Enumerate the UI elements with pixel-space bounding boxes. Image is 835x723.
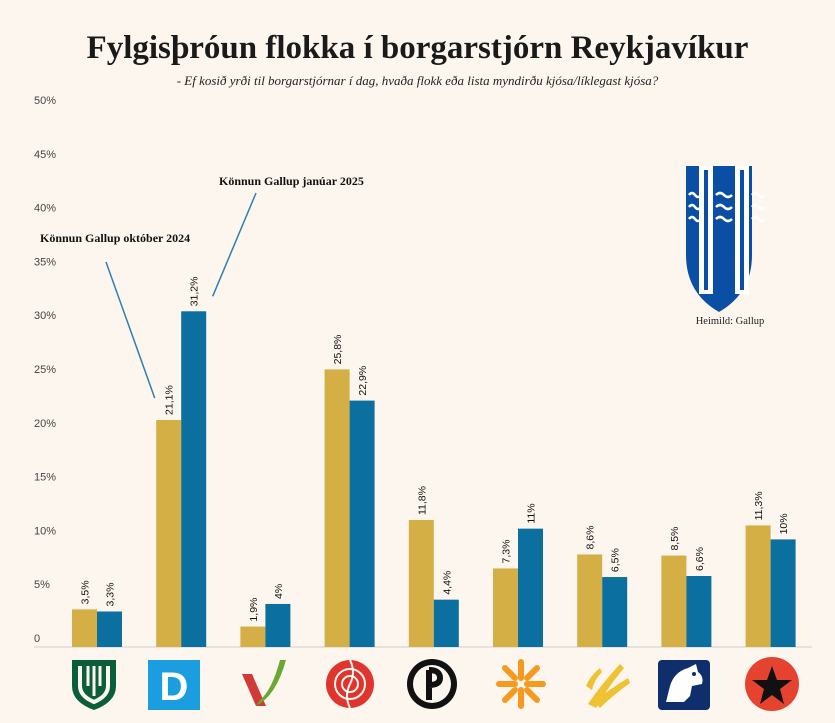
flokkur-folksins-logo [586, 664, 630, 708]
bar-value-label: 11,8% [416, 486, 428, 515]
bar-value-label: 31,2% [189, 277, 201, 307]
party-logos-row: D [0, 650, 835, 718]
chart-subtitle: - Ef kosið yrði til borgarstjórnar í dag… [176, 73, 659, 88]
y-tick-label: 10% [34, 525, 56, 537]
bar-value-label: 3,5% [80, 580, 92, 604]
bar-jan-2025 [349, 400, 375, 647]
bar-okt-2024 [493, 568, 518, 647]
y-tick-label: 5% [34, 579, 50, 591]
bar-value-label: 4% [273, 584, 285, 599]
samfylking-logo [326, 659, 374, 709]
bar-value-label: 25,8% [332, 335, 344, 365]
annotation-leader-line [212, 192, 257, 297]
bar-jan-2025 [97, 611, 122, 647]
bar-jan-2025 [518, 528, 543, 647]
source-note: Heimild: Gallup [695, 316, 765, 327]
bar-jan-2025 [181, 311, 207, 647]
bar-jan-2025 [265, 603, 291, 647]
bar-value-label: 22,9% [357, 366, 369, 396]
bar-okt-2024 [324, 369, 350, 647]
bar-value-label: 3,3% [105, 583, 117, 607]
bar-chart: 0 5% 10% 15% 20% 25% 30% 35% 40% 45% 50% 3,5% 21,1%… [34, 95, 812, 648]
bar-okt-2024 [408, 520, 434, 647]
piratar-logo [407, 659, 457, 709]
bar-value-label: 11,3% [753, 491, 765, 520]
bar-okt-2024 [577, 554, 603, 647]
bar-okt-2024 [745, 525, 771, 647]
vinstri-graen-logo [242, 660, 286, 706]
bar-value-label: 1,9% [248, 598, 260, 622]
bar-okt-2024 [240, 626, 266, 647]
bar-value-label: 21,1% [164, 385, 176, 415]
annotations: Könnun Gallup október 2024 Könnun Gallup … [40, 174, 364, 399]
reykjavik-coat-of-arms-icon [686, 166, 765, 312]
y-tick-label: 0 [34, 633, 40, 645]
y-tick-label: 40% [34, 203, 56, 215]
y-axis: 0 5% 10% 15% 20% 25% 30% 35% 40% 45% 50% [34, 95, 56, 645]
bar-value-label: 6,5% [610, 548, 622, 572]
y-tick-label: 25% [34, 364, 56, 376]
bar-jan-2025 [686, 575, 712, 647]
chart-title: Fylgisþróun flokka í borgarstjórn Reykja… [86, 30, 749, 66]
bar-value-label: 8,6% [585, 526, 597, 550]
annotation-leader-line [105, 261, 156, 399]
annotation-jan-2025: Könnun Gallup janúar 2025 [219, 174, 364, 188]
bar-jan-2025 [433, 599, 459, 647]
sosialistaflokkur-logo [745, 657, 799, 711]
framsokn-logo [72, 660, 116, 710]
bar-value-label: 4,4% [441, 571, 453, 595]
sjalfstaedisflokkur-letter: D [160, 665, 189, 709]
sjalfstaedisflokkur-logo: D [148, 660, 200, 710]
bar-okt-2024 [72, 609, 97, 647]
vidreisn-logo [496, 659, 546, 709]
y-tick-label: 50% [34, 95, 56, 107]
bar-jan-2025 [770, 539, 796, 647]
bar-okt-2024 [661, 555, 687, 647]
y-tick-label: 45% [34, 149, 56, 161]
bar-value-label: 10% [778, 513, 790, 534]
y-tick-label: 35% [34, 256, 56, 268]
annotation-okt-2024: Könnun Gallup október 2024 [40, 231, 190, 245]
bar-value-label: 11% [526, 503, 538, 523]
y-tick-label: 20% [34, 418, 56, 430]
bar-value-label: 6,6% [694, 547, 706, 571]
bars: 3,5% 21,1% 1,9% 25,8% 11,8% 7,3% 8,6% 8,5% 11,3%… [72, 277, 796, 647]
midflokkur-logo [658, 660, 710, 710]
bar-okt-2024 [156, 419, 182, 647]
y-tick-label: 15% [34, 472, 56, 484]
bar-value-label: 7,3% [501, 540, 513, 564]
bar-value-label: 8,5% [669, 527, 681, 551]
y-tick-label: 30% [34, 310, 56, 322]
bar-jan-2025 [602, 577, 628, 647]
